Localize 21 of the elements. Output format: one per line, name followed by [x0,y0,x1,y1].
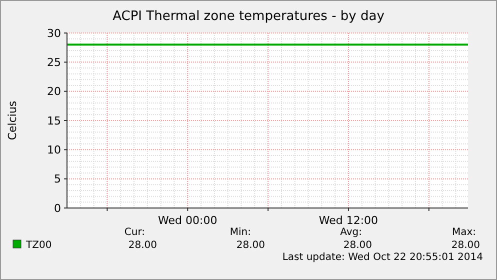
y-tick-label: 15 [47,114,61,128]
x-tick-label: Wed 12:00 [318,214,378,227]
text: Max: [452,227,476,238]
y-axis-title: Celcius [6,100,19,140]
y-tick-label: 0 [54,202,61,215]
text: 28.00 [451,240,480,251]
y-tick-label: 5 [54,172,61,186]
x-tick-label: Wed 00:00 [158,214,218,227]
text: Cur: [124,227,145,238]
chart-title: ACPI Thermal zone temperatures - by day [112,9,385,24]
y-tick-label: 25 [47,56,61,70]
text: Last update: Wed Oct 22 20:55:01 2014 [282,252,483,263]
y-tick-label: 10 [47,144,61,157]
text: 28.00 [128,240,157,251]
text: 28.00 [343,240,372,251]
legend-label: TZ00 [25,240,52,251]
text: Avg: [340,227,362,238]
y-tick-label: 20 [47,85,61,98]
text: Min: [230,227,251,238]
y-tick-label: 30 [47,26,61,40]
text: 28.00 [236,240,265,251]
